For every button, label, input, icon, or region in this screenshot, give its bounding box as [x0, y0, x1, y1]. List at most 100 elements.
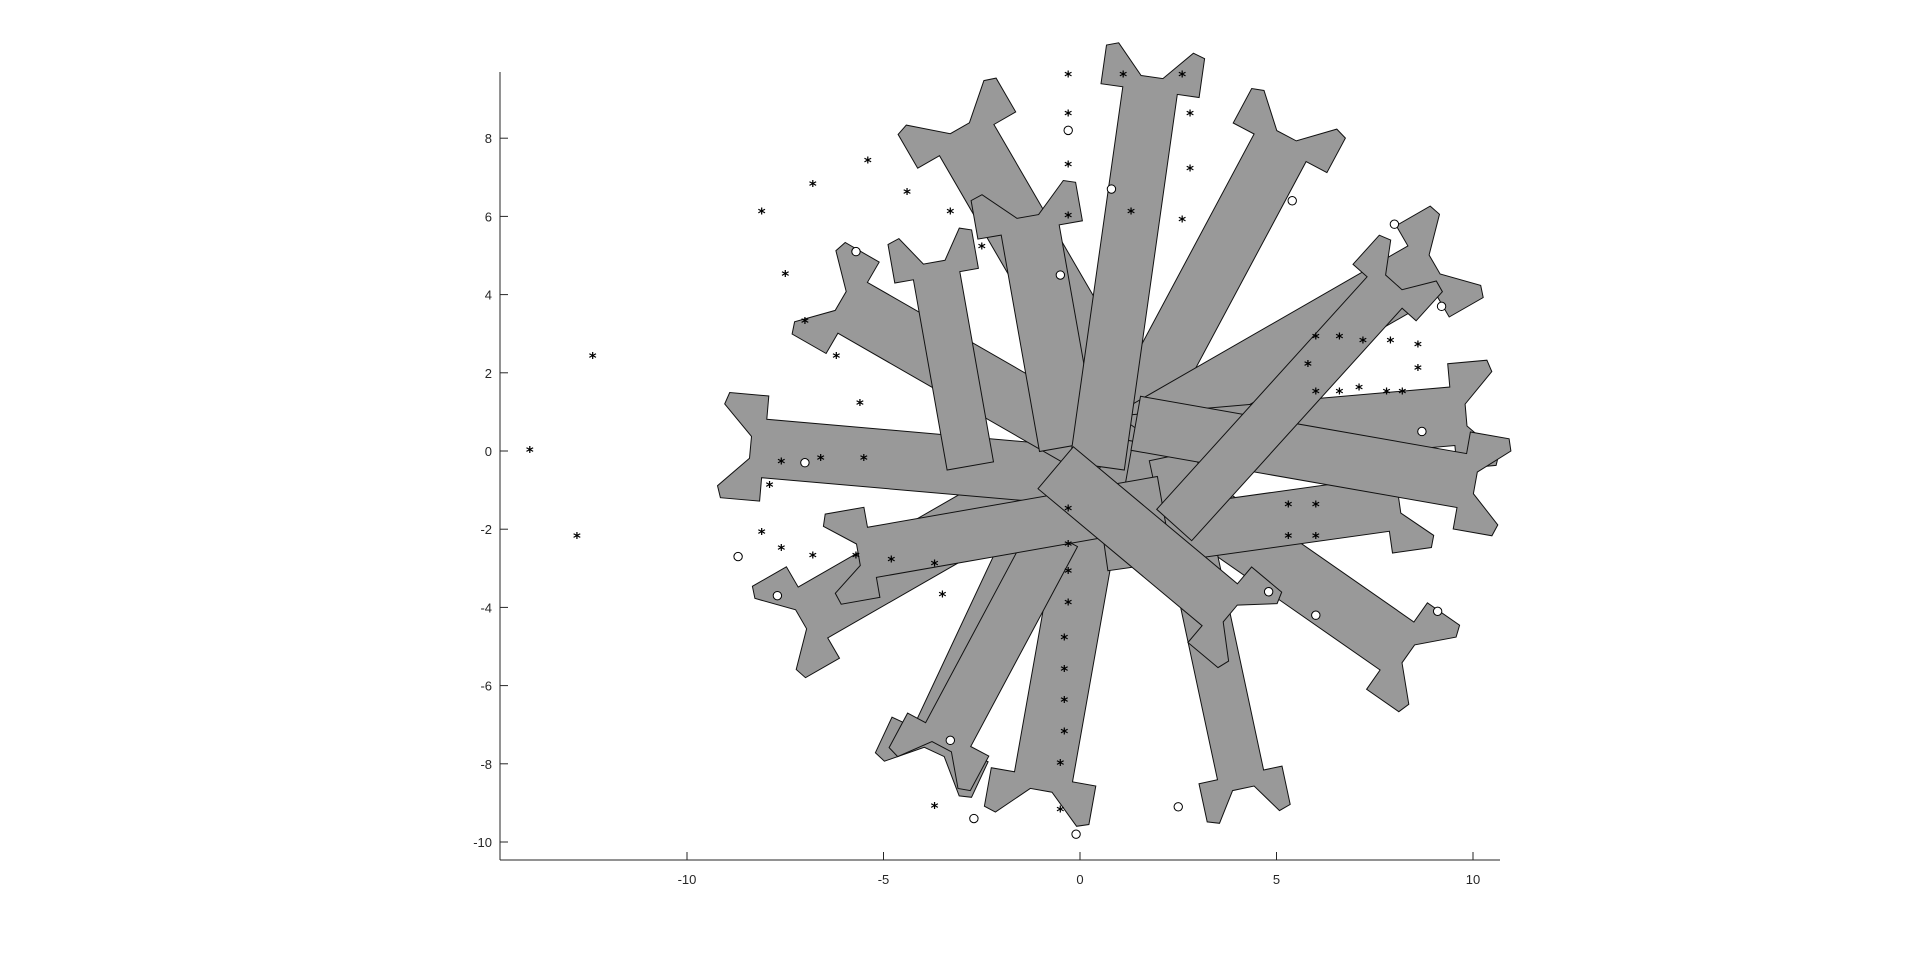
asterisk-marker: *	[1064, 595, 1072, 613]
asterisk-marker: *	[526, 443, 534, 461]
asterisk-marker: *	[1064, 537, 1072, 555]
asterisk-marker: *	[1312, 330, 1320, 348]
asterisk-marker: *	[832, 349, 840, 367]
asterisk-marker: *	[1335, 384, 1343, 402]
asterisk-marker: *	[1186, 161, 1194, 179]
gripper-shapes-layer	[716, 42, 1512, 827]
y-tick-label: -6	[480, 679, 492, 694]
circle-marker	[1106, 184, 1117, 194]
asterisk-marker: *	[1312, 498, 1320, 516]
asterisk-marker: *	[1060, 662, 1068, 680]
circle-marker	[945, 735, 956, 746]
asterisk-marker: *	[1178, 68, 1186, 86]
y-tick-label: 2	[485, 366, 492, 381]
y-tick-label: 4	[485, 288, 492, 303]
gripper-shape-18	[1130, 395, 1512, 537]
asterisk-marker: *	[1056, 803, 1064, 821]
gripper-shape-16	[888, 522, 1079, 792]
asterisk-marker: *	[946, 204, 954, 222]
asterisk-marker: *	[801, 314, 809, 332]
asterisk-marker: *	[1312, 384, 1320, 402]
y-tick-label: 0	[485, 444, 492, 459]
asterisk-marker: *	[1064, 107, 1072, 125]
gripper-shape-19	[1155, 234, 1444, 542]
gripper-shape-2	[1090, 87, 1347, 468]
asterisk-marker: *	[1186, 107, 1194, 125]
asterisk-marker: *	[1064, 208, 1072, 226]
circle-marker	[1071, 829, 1081, 839]
asterisk-marker: *	[852, 549, 860, 567]
asterisk-marker: *	[781, 267, 789, 285]
asterisk-marker: *	[573, 529, 581, 547]
circle-marker	[1311, 610, 1321, 620]
y-tick-label: -2	[480, 522, 492, 537]
asterisk-marker: *	[1312, 529, 1320, 547]
asterisk-marker: *	[777, 455, 785, 473]
asterisk-marker: *	[1414, 337, 1422, 355]
x-tick-label: -5	[878, 872, 890, 887]
y-tick-label: 8	[485, 131, 492, 146]
circle-marker	[1063, 125, 1073, 136]
circle-marker	[1436, 301, 1447, 312]
circle-marker	[1263, 587, 1274, 597]
asterisk-marker: *	[856, 396, 864, 414]
asterisk-marker: *	[860, 451, 868, 469]
circle-marker	[1287, 196, 1297, 206]
y-tick-label: 6	[485, 209, 492, 224]
gripper-shape-20	[1037, 446, 1283, 669]
circle-marker	[1055, 270, 1066, 280]
asterisk-marker: *	[766, 478, 774, 496]
gripper-shape-9	[716, 391, 1068, 505]
asterisk-marker: *	[777, 541, 785, 559]
asterisk-marker: *	[1398, 384, 1406, 402]
asterisk-marker: *	[1335, 330, 1343, 348]
asterisk-marker: *	[1060, 631, 1068, 649]
asterisk-marker: *	[809, 177, 817, 195]
asterisk-marker: *	[864, 154, 872, 172]
asterisk-marker: *	[1056, 756, 1064, 774]
circle-marker	[969, 813, 979, 824]
axes: -10 -5 0 5 10 8 6 4 2 0 -2 -4 -6 -8 -10	[473, 72, 1500, 887]
asterisk-marker: *	[1064, 68, 1072, 86]
circle-marker	[1432, 606, 1443, 617]
asterisk-marker: *	[903, 185, 911, 203]
circle-marker	[772, 590, 783, 601]
asterisk-marker: *	[931, 556, 939, 574]
asterisk-marker: *	[1178, 212, 1186, 230]
asterisk-marker: *	[1060, 725, 1068, 743]
asterisk-marker: *	[1387, 334, 1395, 352]
asterisk-marker: *	[939, 588, 947, 606]
asterisk-marker: *	[758, 525, 766, 543]
asterisk-marker: *	[809, 549, 817, 567]
x-tick-label: 10	[1466, 872, 1480, 887]
asterisk-marker: *	[1355, 380, 1363, 398]
circle-marker	[851, 246, 861, 257]
asterisk-marker: *	[1359, 334, 1367, 352]
circle-marker	[1389, 219, 1400, 229]
x-tick-label: 5	[1273, 872, 1280, 887]
asterisk-marker: *	[1119, 68, 1127, 86]
y-tick-label: -10	[473, 835, 492, 850]
asterisk-marker: *	[1284, 498, 1292, 516]
asterisk-marker: *	[1383, 384, 1391, 402]
asterisk-marker: *	[887, 552, 895, 570]
asterisk-marker: *	[1064, 158, 1072, 176]
asterisk-marker: *	[1060, 693, 1068, 711]
x-tick-label: 0	[1076, 872, 1083, 887]
asterisk-marker: *	[758, 204, 766, 222]
asterisk-marker: *	[931, 799, 939, 817]
asterisk-marker: *	[1127, 204, 1135, 222]
asterisk-marker: *	[589, 349, 597, 367]
asterisk-marker: *	[1304, 357, 1312, 375]
circle-marker	[800, 458, 810, 468]
y-tick-label: -4	[480, 600, 492, 615]
gripper-shape-11	[970, 179, 1099, 453]
y-tick-label: -8	[480, 757, 492, 772]
asterisk-marker: *	[817, 451, 825, 469]
gripper-shape-12	[1069, 42, 1206, 471]
asterisk-marker: *	[978, 240, 986, 258]
circle-marker	[733, 551, 743, 562]
asterisk-marker: *	[1064, 564, 1072, 582]
circle-marker	[1173, 802, 1183, 812]
